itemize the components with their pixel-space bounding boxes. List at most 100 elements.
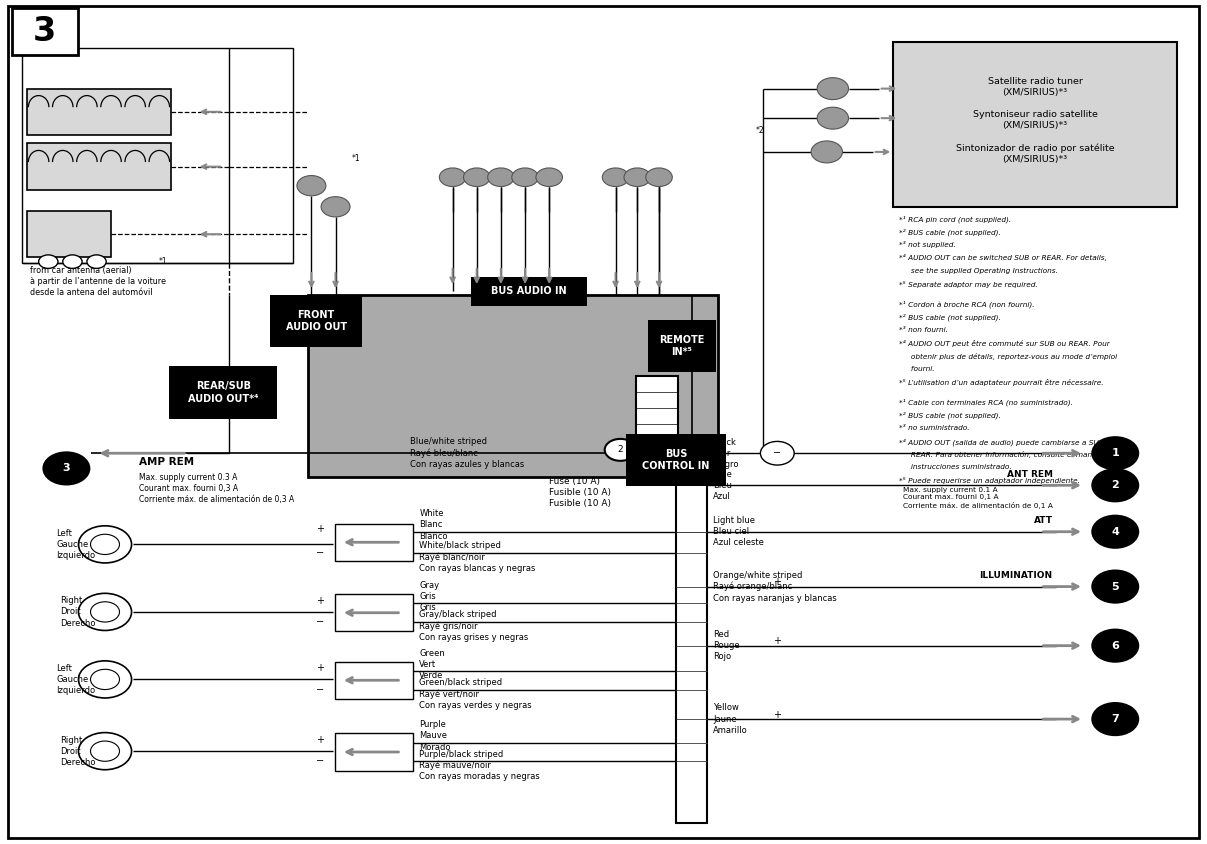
- Bar: [647, 320, 716, 372]
- Text: *³ no suministrado.: *³ no suministrado.: [899, 425, 970, 431]
- Text: +: +: [316, 663, 325, 674]
- Text: Fuse (10 A)
Fusible (10 A)
Fusible (10 A): Fuse (10 A) Fusible (10 A) Fusible (10 A…: [549, 477, 611, 508]
- Text: −: −: [316, 756, 325, 766]
- Text: 7: 7: [1112, 714, 1119, 724]
- Text: 5: 5: [1112, 582, 1119, 592]
- Text: Purple
Mauve
Morado: Purple Mauve Morado: [420, 721, 451, 751]
- Bar: [27, 143, 171, 190]
- Text: FRONT
AUDIO OUT: FRONT AUDIO OUT: [286, 310, 346, 332]
- Circle shape: [43, 452, 89, 484]
- Circle shape: [811, 141, 842, 163]
- Bar: [22, 48, 293, 263]
- Circle shape: [488, 168, 514, 187]
- Text: White
Blanc
Blanco: White Blanc Blanco: [420, 510, 448, 540]
- Bar: [270, 295, 362, 347]
- Text: Satellite radio tuner
(XM/SIRIUS)*³

Syntoniseur radio satellite
(XM/SIRIUS)*³

: Satellite radio tuner (XM/SIRIUS)*³ Synt…: [956, 77, 1114, 164]
- Text: *2: *2: [756, 127, 765, 135]
- Text: 2: 2: [1112, 480, 1119, 490]
- Bar: [12, 8, 78, 55]
- Circle shape: [512, 168, 538, 187]
- Text: Black
Noir
Negro: Black Noir Negro: [713, 438, 739, 468]
- Text: REAR/SUB
AUDIO OUT*⁴: REAR/SUB AUDIO OUT*⁴: [188, 381, 258, 403]
- Text: *¹ Cable con terminales RCA (no suministrado).: *¹ Cable con terminales RCA (no suminist…: [899, 398, 1073, 406]
- Text: Green/black striped
Rayé vert/noir
Con rayas verdes y negras: Green/black striped Rayé vert/noir Con r…: [420, 678, 532, 710]
- Text: White/black striped
Rayé blanc/noir
Con rayas blancas y negras: White/black striped Rayé blanc/noir Con …: [420, 541, 536, 573]
- Circle shape: [602, 168, 629, 187]
- Text: REMOTE
IN*⁵: REMOTE IN*⁵: [659, 335, 705, 357]
- Circle shape: [297, 176, 326, 196]
- Text: 3: 3: [33, 14, 57, 48]
- Bar: [636, 376, 678, 473]
- Circle shape: [87, 255, 106, 268]
- Text: 4: 4: [1112, 527, 1119, 537]
- Circle shape: [1092, 630, 1138, 662]
- Text: see the supplied Operating Instructions.: see the supplied Operating Instructions.: [899, 268, 1059, 273]
- Bar: [308, 295, 718, 477]
- Circle shape: [760, 441, 794, 465]
- Text: *⁵ Puede requerirse un adaptador independiente.: *⁵ Puede requerirse un adaptador indepen…: [899, 477, 1080, 484]
- Text: *² BUS cable (not supplied).: *² BUS cable (not supplied).: [899, 228, 1001, 235]
- Text: Right
Droit
Derecho: Right Droit Derecho: [60, 597, 95, 627]
- Bar: [471, 277, 587, 306]
- Text: *⁴ AUDIO OUT peut être commuté sur SUB ou REAR. Pour: *⁴ AUDIO OUT peut être commuté sur SUB o…: [899, 339, 1110, 347]
- Bar: [27, 211, 111, 257]
- Text: instrucciones suministrado.: instrucciones suministrado.: [899, 464, 1011, 470]
- Text: +: +: [316, 524, 325, 534]
- Text: *⁵ L’utilisation d’un adaptateur pourrait être nécessaire.: *⁵ L’utilisation d’un adaptateur pourrai…: [899, 379, 1104, 386]
- Circle shape: [646, 168, 672, 187]
- Text: *³ not supplied.: *³ not supplied.: [899, 241, 956, 248]
- Text: −: −: [316, 548, 325, 558]
- Text: 2: 2: [618, 446, 623, 454]
- Text: fourni.: fourni.: [899, 365, 935, 372]
- Circle shape: [1092, 469, 1138, 501]
- Circle shape: [63, 255, 82, 268]
- Text: Green
Vert
Verde: Green Vert Verde: [420, 649, 445, 679]
- Text: Orange/white striped
Rayé orange/blanc
Con rayas naranjas y blancas: Orange/white striped Rayé orange/blanc C…: [713, 571, 838, 603]
- Text: *¹ Cordon à broche RCA (non fourni).: *¹ Cordon à broche RCA (non fourni).: [899, 300, 1034, 308]
- Text: +: +: [774, 636, 781, 647]
- Circle shape: [536, 168, 562, 187]
- Text: Gray/black striped
Rayé gris/noir
Con rayas grises y negras: Gray/black striped Rayé gris/noir Con ra…: [420, 610, 529, 642]
- Text: *⁴ AUDIO OUT (salida de audio) puede cambiarse a SUB o: *⁴ AUDIO OUT (salida de audio) puede cam…: [899, 438, 1110, 446]
- Circle shape: [1092, 516, 1138, 548]
- Circle shape: [817, 78, 849, 100]
- Text: +: +: [316, 735, 325, 745]
- Circle shape: [1092, 437, 1138, 469]
- Text: Left
Gauche
Izquierdo: Left Gauche Izquierdo: [57, 664, 95, 695]
- Bar: [676, 481, 707, 823]
- Bar: [169, 366, 278, 419]
- Text: *² BUS cable (not supplied).: *² BUS cable (not supplied).: [899, 412, 1001, 419]
- Text: Blue
Bleu
Azul: Blue Bleu Azul: [713, 470, 733, 500]
- Text: −: −: [316, 617, 325, 627]
- Circle shape: [439, 168, 466, 187]
- Text: Yellow
Jaune
Amarillo: Yellow Jaune Amarillo: [713, 704, 748, 734]
- Text: BUS AUDIO IN: BUS AUDIO IN: [491, 286, 566, 296]
- Text: Max. supply current 0.1 A
Courant max. fourni 0,1 A
Corriente máx. de alimentaci: Max. supply current 0.1 A Courant max. f…: [903, 487, 1053, 509]
- Circle shape: [624, 168, 651, 187]
- Text: obtenir plus de détails, reportez-vous au mode d’emploi: obtenir plus de détails, reportez-vous a…: [899, 353, 1118, 360]
- Circle shape: [39, 255, 58, 268]
- Text: Light blue
Bleu ciel
Azul celeste: Light blue Bleu ciel Azul celeste: [713, 517, 764, 547]
- Bar: [625, 434, 725, 486]
- Text: *1: *1: [351, 154, 361, 163]
- Text: from car antenna (aerial)
à partir de l’antenne de la voiture
desde la antena de: from car antenna (aerial) à partir de l’…: [30, 266, 167, 297]
- Text: *¹ RCA pin cord (not supplied).: *¹ RCA pin cord (not supplied).: [899, 215, 1011, 223]
- Bar: [334, 523, 413, 561]
- Text: ILLUMINATION: ILLUMINATION: [979, 571, 1053, 580]
- Text: ANT REM: ANT REM: [1007, 469, 1053, 479]
- Circle shape: [1092, 703, 1138, 735]
- Bar: [893, 42, 1177, 207]
- Text: 6: 6: [1112, 641, 1119, 651]
- Text: Left
Gauche
Izquierdo: Left Gauche Izquierdo: [57, 529, 95, 560]
- Text: REAR. Para obtener información, consulte el manual de: REAR. Para obtener información, consulte…: [899, 451, 1115, 458]
- Text: AMP REM: AMP REM: [139, 457, 194, 467]
- Text: +: +: [774, 710, 781, 720]
- Text: BUS
CONTROL IN: BUS CONTROL IN: [642, 449, 710, 471]
- Text: *³ non fourni.: *³ non fourni.: [899, 327, 949, 333]
- Bar: [27, 89, 171, 135]
- Circle shape: [605, 439, 636, 461]
- Text: *⁵ Separate adaptor may be required.: *⁵ Separate adaptor may be required.: [899, 280, 1038, 288]
- Circle shape: [463, 168, 490, 187]
- Text: Blue/white striped
Rayé bleu/blanc
Con rayas azules y blancas: Blue/white striped Rayé bleu/blanc Con r…: [410, 437, 525, 469]
- Text: 3: 3: [63, 463, 70, 473]
